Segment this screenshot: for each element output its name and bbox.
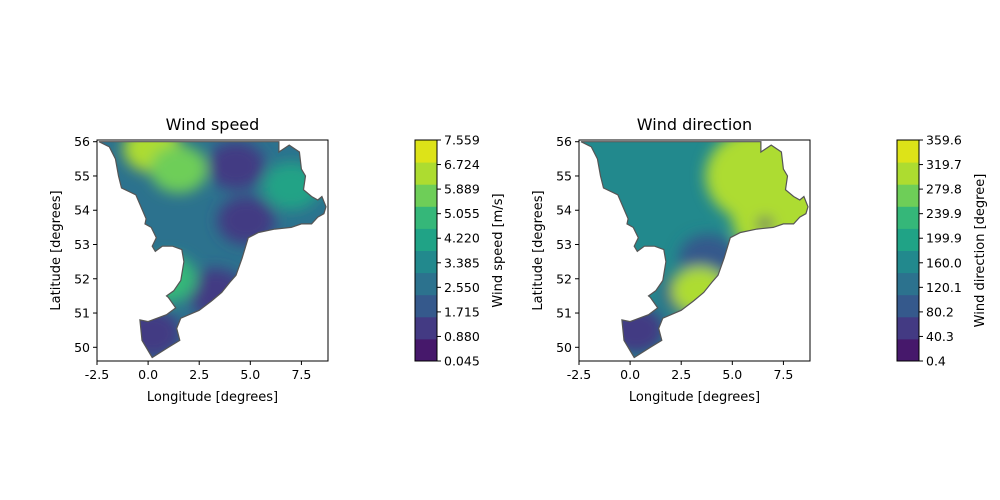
field-feature-3 <box>207 141 265 190</box>
colorbar-band-10 <box>897 140 919 163</box>
y-tick-label: 51 <box>556 306 572 321</box>
colorbar-tick-label: 6.724 <box>444 157 480 172</box>
colorbar-band-7 <box>897 206 919 229</box>
colorbar-tick-label: 80.2 <box>926 304 954 319</box>
colorbar-band-3 <box>897 294 919 318</box>
colorbar-tick-label: 7.559 <box>444 133 480 148</box>
x-tick-label: 0.0 <box>138 367 158 382</box>
colorbar-frame <box>414 139 438 362</box>
x-axis-label: Longitude [degrees] <box>629 390 760 405</box>
colorbar-band-6 <box>415 228 437 251</box>
colorbar-frame <box>896 139 920 362</box>
y-tick-label: 54 <box>556 203 572 218</box>
x-tick-label: 0.0 <box>620 367 640 382</box>
colorbar-band-2 <box>415 316 437 340</box>
colorbar-tick-label: 1.715 <box>444 304 480 319</box>
colorbar-band-9 <box>897 162 919 185</box>
x-tick-label: -2.5 <box>85 367 109 382</box>
chart-title: Wind direction <box>637 115 752 134</box>
y-tick-label: 55 <box>74 168 90 183</box>
colorbar-tick-label: 359.6 <box>926 133 962 148</box>
colorbar-band-5 <box>897 250 919 274</box>
colorbar: 0.045 0.880 1.715 2.550 3.385 4.220 5.055 5.889… <box>414 133 506 369</box>
x-tick-label: 5.0 <box>240 367 260 382</box>
x-tick-label: 7.5 <box>773 367 793 382</box>
colorbar-label: Wind speed [m/s] <box>491 193 506 307</box>
colorbar-tick-label: 199.9 <box>926 231 962 246</box>
colorbar-tick-label: 2.550 <box>444 280 480 295</box>
coastline <box>98 141 327 359</box>
y-tick-label: 56 <box>74 134 90 149</box>
colorbar-band-4 <box>897 272 919 296</box>
colorbar-band-1 <box>897 338 919 362</box>
y-axis-label: Latitude [degrees] <box>531 190 546 310</box>
colorbar-tick-label: 319.7 <box>926 157 962 172</box>
colorbar-tick-label: 0.045 <box>444 354 480 369</box>
colorbar-band-2 <box>897 316 919 340</box>
colorbar-band-10 <box>415 140 437 163</box>
colorbar-tick-label: 5.055 <box>444 206 480 221</box>
colorbar-band-3 <box>415 294 437 318</box>
field-feature-7 <box>757 217 773 230</box>
field-feature-2 <box>149 145 208 194</box>
colorbar-band-8 <box>415 184 437 207</box>
x-tick-label: 2.5 <box>671 367 691 382</box>
x-axis-label: Longitude [degrees] <box>147 390 278 405</box>
y-tick-label: 52 <box>556 271 572 286</box>
colorbar-band-4 <box>415 272 437 296</box>
y-tick-label: 53 <box>556 237 572 252</box>
axes-frame <box>96 139 329 362</box>
colorbar-tick-label: 5.889 <box>444 182 480 197</box>
colorbar-label: Wind direction [degree] <box>973 174 988 328</box>
y-tick-label: 53 <box>74 237 90 252</box>
y-tick-label: 50 <box>556 340 572 355</box>
x-tick-label: 7.5 <box>291 367 311 382</box>
colorbar-band-8 <box>897 184 919 207</box>
colorbar-tick-label: 4.220 <box>444 231 480 246</box>
colorbar-band-6 <box>897 228 919 251</box>
y-tick-label: 50 <box>74 340 90 355</box>
colorbar-band-1 <box>415 338 437 362</box>
colorbar-band-9 <box>415 162 437 185</box>
chart-title: Wind speed <box>166 115 260 134</box>
colorbar: 0.4 40.3 80.2 120.1 160.0 199.9 239.9 279.8 319.… <box>896 133 988 369</box>
x-tick-label: 2.5 <box>189 367 209 382</box>
colorbar-tick-label: 3.385 <box>444 255 480 270</box>
colorbar-tick-label: 40.3 <box>926 329 954 344</box>
colorbar-band-7 <box>415 206 437 229</box>
x-tick-label: 5.0 <box>722 367 742 382</box>
coastline <box>580 141 809 359</box>
colorbar-tick-label: 239.9 <box>926 206 962 221</box>
y-tick-label: 52 <box>74 271 90 286</box>
y-tick-label: 56 <box>556 134 572 149</box>
y-tick-label: 51 <box>74 306 90 321</box>
colorbar-band-5 <box>415 250 437 274</box>
y-tick-label: 54 <box>74 203 90 218</box>
y-axis-label: Latitude [degrees] <box>49 190 64 310</box>
axes-frame <box>578 139 811 362</box>
colorbar-tick-label: 120.1 <box>926 280 962 295</box>
colorbar-tick-label: 0.880 <box>444 329 480 344</box>
colorbar-tick-label: 0.4 <box>926 354 946 369</box>
x-tick-label: -2.5 <box>567 367 591 382</box>
y-tick-label: 55 <box>556 168 572 183</box>
colorbar-tick-label: 160.0 <box>926 255 962 270</box>
colorbar-tick-label: 279.8 <box>926 182 962 197</box>
